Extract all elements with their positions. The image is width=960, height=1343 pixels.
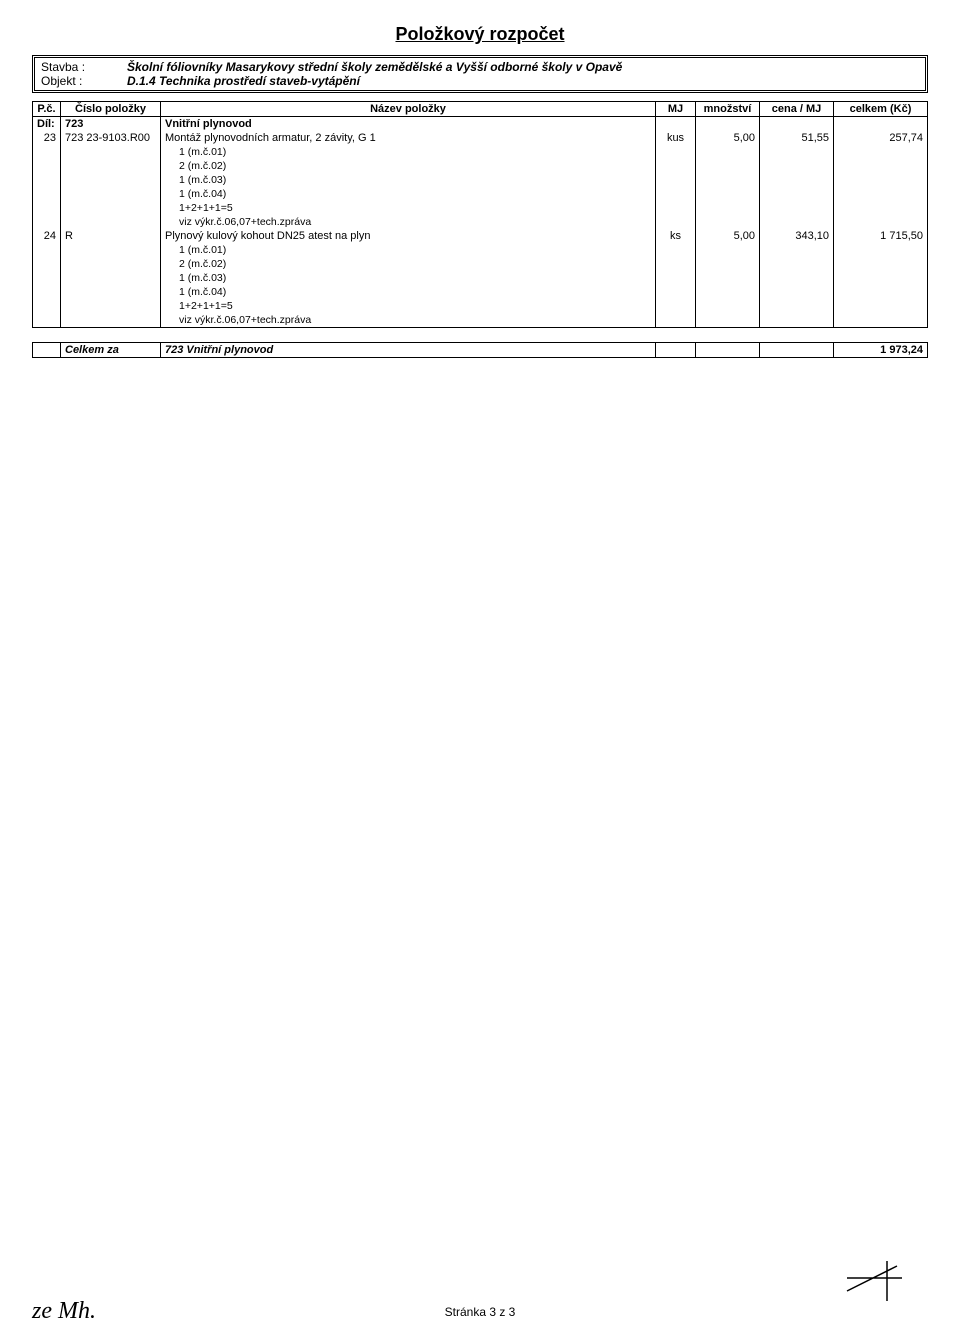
total-value: 1 973,24 [834,343,928,358]
cell-total: 257,74 [834,131,928,145]
table-subrow: viz výkr.č.06,07+tech.zpráva [33,215,928,229]
total-row: Celkem za 723 Vnitřní plynovod 1 973,24 [33,343,928,358]
cell-code: R [61,229,161,243]
value-objekt: D.1.4 Technika prostředí staveb-vytápění [127,74,919,88]
cell-qty: 5,00 [696,131,760,145]
sub-text: 1+2+1+1=5 [165,202,651,214]
dil-row: Díl: 723 Vnitřní plynovod [33,117,928,132]
sub-text: 1 (m.č.04) [165,188,651,200]
label-objekt: Objekt : [41,74,127,88]
sub-text: viz výkr.č.06,07+tech.zpráva [165,314,651,326]
total-name: 723 Vnitřní plynovod [161,343,656,358]
sub-text: viz výkr.č.06,07+tech.zpráva [165,216,651,228]
col-pc: P.č. [33,102,61,117]
table-row: 23723 23-9103.R00Montáž plynovodních arm… [33,131,928,145]
budget-table: P.č. Číslo položky Název položky MJ množ… [32,101,928,328]
table-subrow: 1 (m.č.04) [33,285,928,299]
dil-code: 723 [61,117,161,132]
cell-pc: 23 [33,131,61,145]
table-subrow: 1 (m.č.04) [33,187,928,201]
total-table: Celkem za 723 Vnitřní plynovod 1 973,24 [32,342,928,358]
table-subrow: 1+2+1+1=5 [33,201,928,215]
col-mnozstvi: množství [696,102,760,117]
sub-text: 1 (m.č.03) [165,174,651,186]
sub-text: 2 (m.č.02) [165,160,651,172]
table-subrow: 2 (m.č.02) [33,257,928,271]
table-subrow: 1 (m.č.01) [33,243,928,257]
col-cena: cena / MJ [760,102,834,117]
sub-text: 1 (m.č.03) [165,272,651,284]
table-subrow: 1+2+1+1=5 [33,299,928,313]
dil-name: Vnitřní plynovod [161,117,656,132]
cell-code: 723 23-9103.R00 [61,131,161,145]
cell-rate: 51,55 [760,131,834,145]
col-mj: MJ [656,102,696,117]
cell-rate: 343,10 [760,229,834,243]
col-cislo: Číslo položky [61,102,161,117]
col-celkem: celkem (Kč) [834,102,928,117]
signature-icon [842,1256,912,1309]
table-subrow: viz výkr.č.06,07+tech.zpráva [33,313,928,328]
cell-pc: 24 [33,229,61,243]
cell-mj: kus [656,131,696,145]
sub-text: 1+2+1+1=5 [165,300,651,312]
page-number: Stránka 3 z 3 [0,1305,960,1319]
table-subrow: 1 (m.č.01) [33,145,928,159]
table-subrow: 1 (m.č.03) [33,173,928,187]
cell-total: 1 715,50 [834,229,928,243]
cell-qty: 5,00 [696,229,760,243]
doc-title: Položkový rozpočet [32,24,928,45]
label-stavba: Stavba : [41,60,127,74]
cell-name: Plynový kulový kohout DN25 atest na plyn [161,229,656,243]
cell-mj: ks [656,229,696,243]
dil-label: Díl: [33,117,61,132]
table-row: 24RPlynový kulový kohout DN25 atest na p… [33,229,928,243]
sub-text: 1 (m.č.01) [165,244,651,256]
table-subrow: 2 (m.č.02) [33,159,928,173]
sub-text: 1 (m.č.04) [165,286,651,298]
header-box: Stavba : Školní fóliovníky Masarykovy st… [32,55,928,93]
table-subrow: 1 (m.č.03) [33,271,928,285]
table-header-row: P.č. Číslo položky Název položky MJ množ… [33,102,928,117]
value-stavba: Školní fóliovníky Masarykovy střední ško… [127,60,919,74]
total-label: Celkem za [61,343,161,358]
cell-name: Montáž plynovodních armatur, 2 závity, G… [161,131,656,145]
col-nazev: Název položky [161,102,656,117]
sub-text: 1 (m.č.01) [165,146,651,158]
sub-text: 2 (m.č.02) [165,258,651,270]
